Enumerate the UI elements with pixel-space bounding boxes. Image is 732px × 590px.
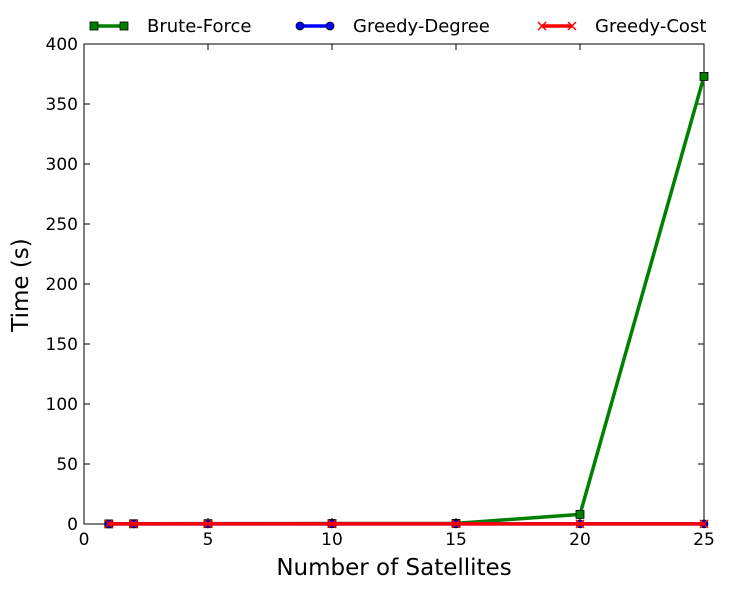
- legend-item: Brute-Force: [89, 16, 251, 37]
- y-axis-label: Time (s): [8, 238, 34, 333]
- x-marker-stroke: [327, 519, 337, 529]
- y-tick-label: 150: [46, 335, 78, 355]
- legend-label: Greedy-Degree: [353, 16, 490, 37]
- legend-marker: [567, 21, 577, 31]
- plot-frame: [83, 43, 705, 525]
- x-axis-label: Number of Satellites: [276, 555, 511, 581]
- data-point: [451, 519, 461, 529]
- legend-marker: [89, 21, 99, 31]
- x-marker-stroke: [104, 519, 114, 529]
- data-point: [575, 519, 585, 529]
- x-marker-stroke: [129, 519, 139, 529]
- data-point: [104, 519, 114, 529]
- x-tick-label: 15: [445, 530, 467, 550]
- x-axis-ticks: 0 5 10 15 20 25: [79, 44, 715, 550]
- y-tick-label: 350: [46, 95, 78, 115]
- data-point: [575, 509, 585, 519]
- y-tick-label: 0: [67, 515, 78, 535]
- series-greedy-cost: [104, 519, 709, 529]
- y-axis-ticks: 0 50 100 150 200 250 300 350 400: [46, 35, 704, 535]
- y-tick-label: 250: [46, 215, 78, 235]
- legend-item: Greedy-Cost: [537, 16, 706, 37]
- y-tick-label: 300: [46, 155, 78, 175]
- series-layer: [104, 72, 709, 529]
- series-brute-force: [104, 72, 709, 529]
- y-tick-label: 100: [46, 395, 78, 415]
- legend-marker: [119, 21, 129, 31]
- data-point: [327, 519, 337, 529]
- data-point: [129, 519, 139, 529]
- legend-label: Greedy-Cost: [595, 16, 706, 37]
- x-marker-stroke: [567, 21, 577, 31]
- series-line: [108, 75, 706, 526]
- x-marker-stroke: [203, 519, 213, 529]
- legend-marker: [325, 21, 335, 31]
- x-marker-stroke: [699, 519, 709, 529]
- plot-area: 0 5 10 15 20 25 0 50 100 150 200 250 300 350 400: [46, 35, 715, 550]
- x-tick-label: 25: [693, 530, 715, 550]
- x-marker-stroke: [451, 519, 461, 529]
- legend-marker: [295, 21, 305, 31]
- x-marker-stroke: [575, 519, 585, 529]
- legend-label: Brute-Force: [147, 16, 251, 37]
- y-tick-label: 400: [46, 35, 78, 55]
- x-tick-label: 10: [321, 530, 343, 550]
- legend-marker: [537, 21, 547, 31]
- data-point: [699, 519, 709, 529]
- legend-item: Greedy-Degree: [295, 16, 490, 37]
- y-tick-label: 50: [56, 455, 78, 475]
- x-tick-label: 0: [79, 530, 90, 550]
- data-point: [699, 72, 709, 81]
- x-tick-label: 20: [569, 530, 591, 550]
- data-point: [203, 519, 213, 529]
- x-marker-stroke: [537, 21, 547, 31]
- x-tick-label: 5: [203, 530, 214, 550]
- y-tick-label: 200: [46, 275, 78, 295]
- legend: Brute-Force Greedy-Degree Greedy-Cost: [89, 16, 706, 37]
